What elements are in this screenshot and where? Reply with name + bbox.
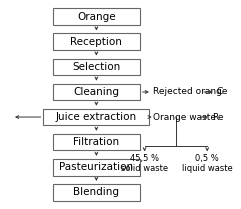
FancyBboxPatch shape bbox=[53, 8, 140, 25]
Text: Cleaning: Cleaning bbox=[74, 87, 119, 97]
Text: Juice extraction: Juice extraction bbox=[56, 112, 137, 122]
FancyBboxPatch shape bbox=[43, 109, 149, 125]
Text: Orange: Orange bbox=[77, 12, 116, 22]
Text: Filtration: Filtration bbox=[73, 137, 120, 147]
Text: Blending: Blending bbox=[74, 187, 119, 197]
Text: C: C bbox=[217, 87, 223, 97]
Text: Reception: Reception bbox=[70, 37, 122, 47]
Text: 45,5 %
solid waste: 45,5 % solid waste bbox=[121, 154, 168, 173]
FancyBboxPatch shape bbox=[53, 84, 140, 100]
FancyBboxPatch shape bbox=[53, 159, 140, 176]
Text: Orange waste: Orange waste bbox=[153, 112, 216, 122]
FancyBboxPatch shape bbox=[53, 59, 140, 75]
Text: Pasteurization: Pasteurization bbox=[59, 162, 134, 172]
Text: Rejected orange: Rejected orange bbox=[153, 87, 228, 97]
Text: 0,5 %
liquid waste: 0,5 % liquid waste bbox=[182, 154, 233, 173]
FancyBboxPatch shape bbox=[53, 134, 140, 150]
Text: Re: Re bbox=[212, 112, 224, 122]
FancyBboxPatch shape bbox=[53, 33, 140, 50]
FancyBboxPatch shape bbox=[53, 184, 140, 201]
Text: Selection: Selection bbox=[72, 62, 120, 72]
